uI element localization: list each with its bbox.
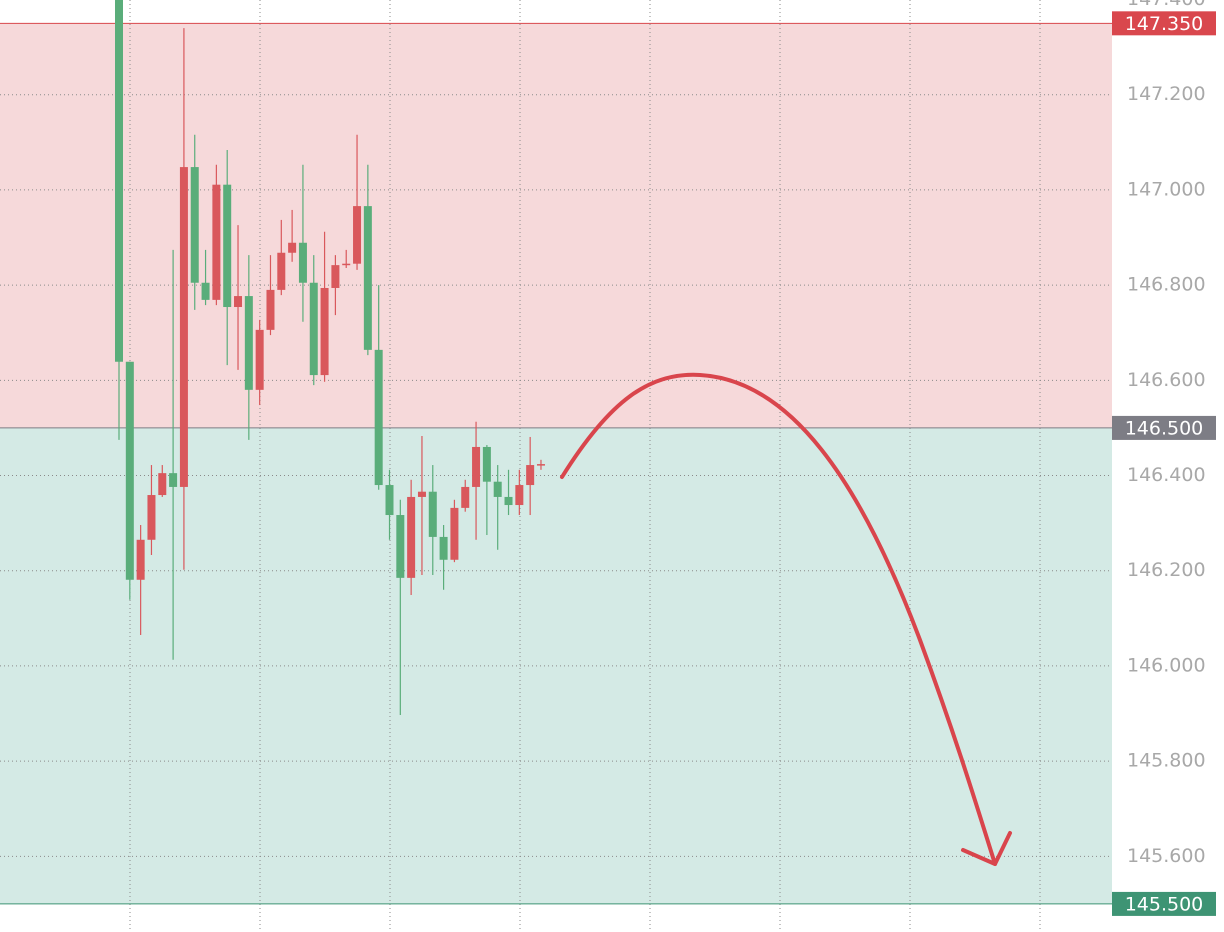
level-label-box [1112, 415, 1216, 440]
candle-body [223, 184, 232, 308]
y-tick-label: 146.200 [1127, 559, 1206, 581]
candle-body [439, 536, 448, 560]
y-tick-label: 146.000 [1127, 654, 1206, 676]
candle-body [169, 473, 178, 487]
candle-body [363, 206, 372, 350]
arrow-head [961, 831, 1012, 866]
candle-body [125, 361, 134, 580]
candle-body [201, 282, 210, 300]
y-tick-label: 145.600 [1127, 845, 1206, 867]
candle-body [450, 507, 459, 560]
candle-body [526, 465, 535, 486]
y-tick-label: 147.000 [1127, 178, 1206, 200]
y-tick-label: 147.400 [1127, 0, 1206, 10]
level-label: 147.350 [1125, 13, 1204, 35]
level-label: 146.500 [1125, 417, 1204, 439]
candle-body [482, 446, 491, 482]
candle-body [147, 495, 156, 540]
candle-body [309, 282, 318, 376]
candle-body [320, 287, 329, 376]
y-tick-label: 146.800 [1127, 274, 1206, 296]
candle-body [244, 296, 253, 390]
candle-body [277, 252, 286, 290]
candle-body [353, 206, 362, 264]
candle-body [461, 486, 470, 508]
candle-body [472, 446, 481, 487]
forecast-arrow [560, 372, 997, 866]
candles [115, 0, 545, 715]
y-tick-label: 146.400 [1127, 464, 1206, 486]
zone [0, 23, 1112, 428]
candle-body [385, 485, 394, 516]
annotation [560, 372, 1012, 866]
candle-body [212, 184, 221, 300]
candle-body [158, 473, 167, 496]
candle-body [255, 329, 264, 390]
candle-body [493, 481, 502, 497]
y-axis: 145.600 145.800 146.000 146.200 146.400 146.6… [1112, 0, 1216, 916]
candle-body [428, 491, 437, 537]
candle-body [115, 0, 123, 362]
level-label-box [1112, 891, 1216, 916]
candle-body [342, 263, 351, 266]
candle-body [190, 167, 199, 283]
zones [0, 23, 1112, 904]
candle-body [298, 242, 307, 283]
y-tick-label: 146.600 [1127, 369, 1206, 391]
level-label-box [1112, 11, 1216, 36]
candle-body [179, 167, 188, 487]
candle-body [396, 515, 405, 578]
candle-body [288, 242, 297, 253]
candle-body [331, 265, 340, 288]
candle-body [515, 485, 524, 506]
y-tick-label: 147.200 [1127, 83, 1206, 105]
y-tick-label: 145.800 [1127, 750, 1206, 772]
candle-body [504, 496, 513, 506]
candle-body [136, 539, 145, 580]
candle-body [374, 349, 383, 486]
candle-body [266, 289, 275, 330]
level-label: 145.500 [1125, 893, 1204, 915]
candle-body [234, 296, 243, 308]
grid [0, 0, 1112, 932]
candle-body [407, 496, 416, 578]
candle-body [417, 491, 426, 497]
candle-body [536, 464, 545, 466]
